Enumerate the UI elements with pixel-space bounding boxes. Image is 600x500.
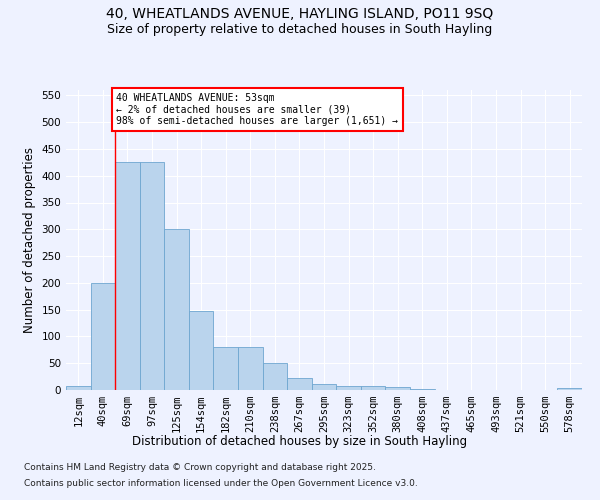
Bar — [336, 386, 361, 390]
Bar — [91, 283, 115, 390]
Bar — [410, 389, 434, 390]
Bar — [66, 386, 91, 390]
Text: Size of property relative to detached houses in South Hayling: Size of property relative to detached ho… — [107, 22, 493, 36]
Y-axis label: Number of detached properties: Number of detached properties — [23, 147, 36, 333]
Bar — [140, 162, 164, 390]
Text: 40 WHEATLANDS AVENUE: 53sqm
← 2% of detached houses are smaller (39)
98% of semi: 40 WHEATLANDS AVENUE: 53sqm ← 2% of deta… — [116, 92, 398, 126]
Bar — [115, 162, 140, 390]
Text: Distribution of detached houses by size in South Hayling: Distribution of detached houses by size … — [133, 435, 467, 448]
Bar — [238, 347, 263, 390]
Bar — [214, 347, 238, 390]
Bar — [189, 311, 214, 390]
Bar — [361, 386, 385, 390]
Bar — [263, 363, 287, 390]
Bar — [557, 388, 582, 390]
Bar — [312, 384, 336, 390]
Bar — [385, 388, 410, 390]
Text: Contains HM Land Registry data © Crown copyright and database right 2025.: Contains HM Land Registry data © Crown c… — [24, 464, 376, 472]
Text: 40, WHEATLANDS AVENUE, HAYLING ISLAND, PO11 9SQ: 40, WHEATLANDS AVENUE, HAYLING ISLAND, P… — [106, 8, 494, 22]
Bar — [287, 378, 312, 390]
Text: Contains public sector information licensed under the Open Government Licence v3: Contains public sector information licen… — [24, 478, 418, 488]
Bar — [164, 230, 189, 390]
